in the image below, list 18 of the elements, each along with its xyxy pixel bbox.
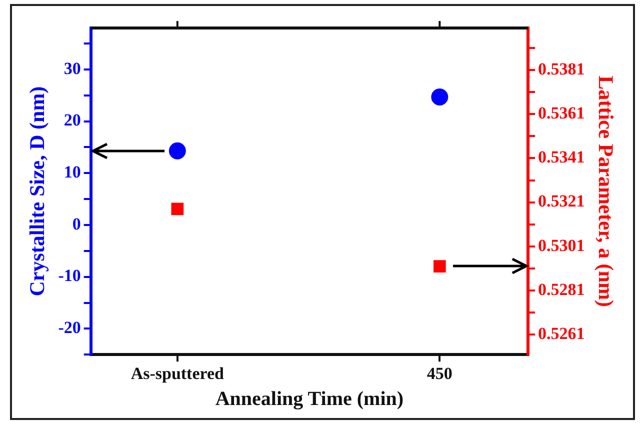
x-axis-title: Annealing Time (min) <box>215 388 404 410</box>
y2-tick-label: 0.5261 <box>538 324 585 344</box>
y2-tick-label: 0.5341 <box>538 148 585 167</box>
y-tick-label: -20 <box>58 318 81 338</box>
y2-tick-label: 0.5321 <box>538 192 585 211</box>
y2-tick-label: 0.5361 <box>538 103 585 122</box>
x-tick-label: 450 <box>426 364 452 384</box>
y-tick-label: 10 <box>64 162 81 182</box>
y2-tick-label: 0.5381 <box>538 59 585 78</box>
y-axis-title: Crystallite Size, D (nm) <box>25 86 50 296</box>
y2-axis-title: Lattice Parameter, a (nm) <box>594 76 618 307</box>
y-tick-label: 30 <box>64 58 81 78</box>
y2-tick-label: 0.5281 <box>538 280 585 299</box>
y-tick-label: 20 <box>64 110 81 130</box>
y-tick-label: -10 <box>58 266 81 286</box>
x-tick-label: As-sputtered <box>130 364 225 384</box>
y2-tick-label: 0.5301 <box>538 236 585 255</box>
y-tick-label: 0 <box>72 214 81 234</box>
